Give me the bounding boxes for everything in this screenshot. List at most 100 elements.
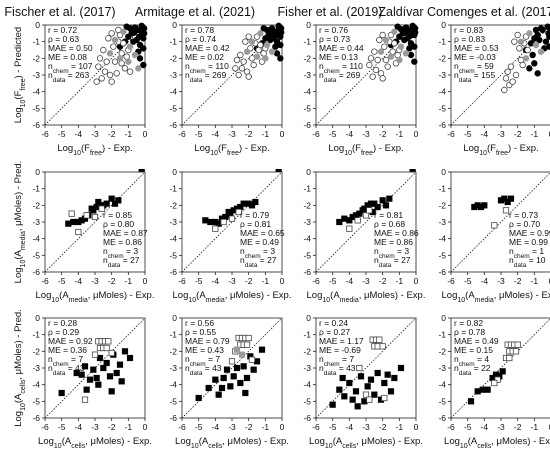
column-title-1: Fischer et al. (2017) <box>4 5 115 19</box>
data-point-open-square <box>506 354 513 362</box>
data-point-filled-circle <box>526 65 533 72</box>
x-tick-label: 0 <box>549 276 550 286</box>
stat-line: MAE = 0.53 <box>454 43 499 53</box>
panel-row1-col3: -6 -5 -4 -3 -2 -1 0 -6 -5 -4 -3 -2 -1 0 Log10(Ffree) -… <box>303 20 418 157</box>
x-tick-label: -3 <box>228 422 236 432</box>
y-tick-label: -5 <box>303 396 311 406</box>
data-point-open-circle <box>382 56 390 64</box>
data-marks <box>501 23 550 94</box>
data-point-filled-circle <box>532 26 540 34</box>
data-point-filled-square <box>202 217 209 224</box>
x-tick-label: -3 <box>228 129 236 139</box>
stat-line: r = 0.79 <box>240 210 269 220</box>
x-tick-label: -1 <box>531 422 539 432</box>
data-point-filled-square <box>233 364 241 372</box>
stat-line: ρ = 0.68 <box>374 219 405 229</box>
y-tick-label: -1 <box>32 184 40 194</box>
panel-row2-col2: -6 -5 -4 -3 -2 -1 0 -6 -5 -4 -3 -2 -1 0 Log10(Amedia, … <box>169 167 291 304</box>
data-point-filled-square <box>346 379 353 387</box>
stat-line: ME = 0.36 <box>48 345 87 355</box>
data-point-open-square <box>356 364 363 372</box>
stat-line: r = 0.28 <box>48 318 77 328</box>
stat-line: ME = 0.86 <box>103 237 142 247</box>
x-tick-label: -3 <box>362 276 370 286</box>
y-tick-label: 0 <box>306 20 311 30</box>
y-tick-label: -4 <box>169 234 177 244</box>
data-point-open-circle <box>245 33 252 40</box>
data-point-open-circle <box>237 51 244 59</box>
data-point-open-circle <box>245 73 252 80</box>
data-point-open-circle <box>95 63 102 70</box>
data-point-gray-circle <box>402 50 410 57</box>
y-tick-label: -1 <box>438 37 446 47</box>
data-point-open-circle <box>105 35 112 42</box>
y-tick-label: 0 <box>441 167 446 177</box>
data-point-open-square <box>362 391 370 398</box>
y-tick-label: -3 <box>32 70 40 80</box>
data-point-open-square <box>376 336 383 343</box>
data-point-filled-square <box>474 388 481 395</box>
data-point-open-square <box>366 207 373 214</box>
data-point-gray-square <box>233 346 241 353</box>
x-tick-label: -6 <box>41 129 49 139</box>
x-tick-label: -1 <box>531 276 539 286</box>
y-tick-label: -5 <box>169 103 177 113</box>
y-tick-label: -4 <box>303 234 311 244</box>
stat-line: ME = 0.15 <box>454 345 493 355</box>
data-point-open-square <box>220 218 227 226</box>
data-point-open-square <box>366 396 373 403</box>
stat-line: ρ = 0.80 <box>103 219 134 229</box>
panel-row1-col1: -6 -5 -4 -3 -2 -1 0 -6 -5 -4 -3 -2 -1 0 Log10(Ffree) -… <box>13 20 148 157</box>
y-tick-label: -2 <box>32 200 40 210</box>
y-tick-label: -2 <box>303 53 311 63</box>
data-point-open-square <box>374 343 381 350</box>
data-point-filled-square <box>339 374 346 382</box>
y-tick-label: -2 <box>303 200 311 210</box>
x-tick-label: 0 <box>414 422 419 432</box>
y-tick-label: -3 <box>169 363 177 373</box>
x-tick-label: -5 <box>58 276 66 286</box>
data-point-open-circle <box>509 78 516 85</box>
data-point-filled-square <box>58 389 65 397</box>
data-point-filled-square <box>96 354 104 362</box>
x-tick-label: -1 <box>125 276 133 286</box>
x-tick-label: 0 <box>143 276 148 286</box>
stat-line: ME = 0.99 <box>509 237 548 247</box>
y-tick-label: -4 <box>438 380 446 390</box>
data-point-open-circle <box>369 73 376 80</box>
data-point-open-circle <box>391 40 398 47</box>
data-point-filled-square <box>240 200 247 207</box>
data-point-filled-square <box>108 388 115 395</box>
data-point-open-circle <box>379 75 386 82</box>
y-tick-label: -6 <box>303 413 311 423</box>
data-point-filled-square <box>248 202 256 209</box>
y-tick-label: -6 <box>32 120 40 130</box>
stat-line: r = 0.83 <box>454 25 483 35</box>
data-point-filled-circle <box>545 30 550 37</box>
x-tick-label: -1 <box>125 422 133 432</box>
data-point-open-circle <box>242 38 249 45</box>
data-point-open-square <box>235 208 242 216</box>
data-point-open-circle <box>512 71 520 79</box>
x-tick-label: -5 <box>464 129 472 139</box>
data-point-filled-square <box>336 386 343 393</box>
y-tick-label: -4 <box>303 380 311 390</box>
data-point-filled-square <box>100 364 107 372</box>
y-tick-label: -6 <box>303 267 311 277</box>
data-point-filled-circle <box>136 55 144 62</box>
data-point-filled-square <box>359 207 366 214</box>
data-point-open-square <box>362 212 370 219</box>
x-tick-label: -2 <box>514 129 522 139</box>
data-point-gray-circle <box>131 51 139 59</box>
data-point-gray-circle <box>268 48 276 55</box>
stat-line: ρ = 0.70 <box>509 219 540 229</box>
y-tick-label: -6 <box>438 413 446 423</box>
data-point-filled-square <box>222 213 229 221</box>
x-tick-label: -2 <box>379 129 387 139</box>
data-point-filled-square <box>103 359 110 367</box>
x-tick-label: -5 <box>464 422 472 432</box>
x-tick-label: -2 <box>245 129 253 139</box>
data-point-gray-circle <box>253 53 261 60</box>
identity-line <box>315 317 417 419</box>
data-point-filled-circle <box>140 45 147 52</box>
